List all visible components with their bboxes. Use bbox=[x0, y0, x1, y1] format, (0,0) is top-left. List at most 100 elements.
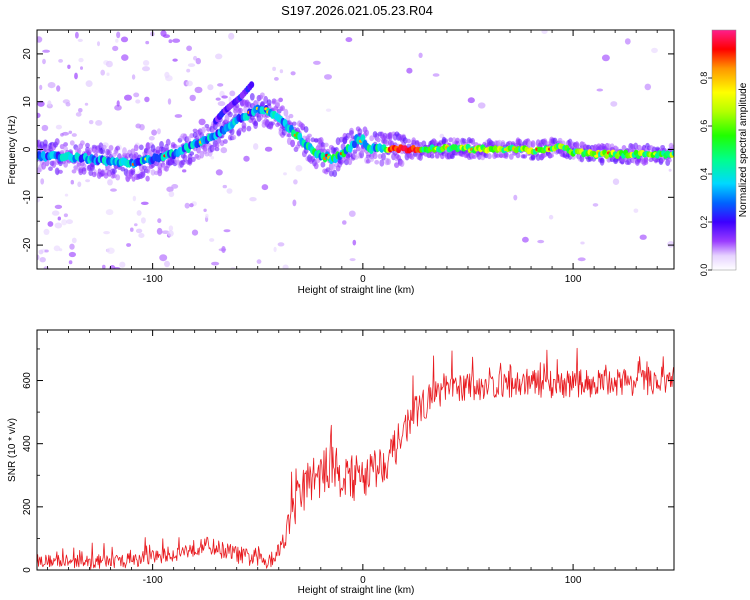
spectrogram-noise-blob bbox=[95, 120, 103, 126]
spectrogram-noise-blob bbox=[37, 254, 40, 261]
spectrogram-noise-blob bbox=[105, 209, 114, 216]
snr-ylabel: SNR (10 * v/v) bbox=[7, 418, 18, 482]
spectrogram-noise-blob bbox=[66, 219, 73, 225]
spectrogram-halo bbox=[43, 139, 48, 147]
spectrogram-noise-blob bbox=[279, 69, 284, 74]
spectrogram-ytick-label: -20 bbox=[22, 237, 33, 252]
spectrogram-noise-blob bbox=[47, 82, 56, 89]
colorbar: 0.0 0.2 0.4 0.6 0.8 Normalized spectral ampl… bbox=[699, 29, 749, 276]
spectrogram-noise-blob bbox=[537, 239, 545, 244]
spectrogram-noise-blob bbox=[168, 225, 174, 231]
spectrogram-halo bbox=[508, 153, 514, 160]
spectrogram-noise-blob bbox=[74, 72, 78, 80]
spectrogram-halo bbox=[332, 169, 338, 178]
spectrogram-noise-blob bbox=[131, 74, 136, 80]
spectrogram-noise-blob bbox=[140, 201, 149, 205]
spectrogram-noise-blob bbox=[229, 90, 236, 97]
spectrogram-noise-blob bbox=[184, 202, 190, 209]
snr-xtick-label: 0 bbox=[360, 575, 366, 586]
spectrogram-halo bbox=[182, 154, 188, 163]
spectrogram-halo bbox=[382, 132, 388, 140]
spectrogram-halo bbox=[260, 92, 265, 98]
spectrogram-noise-blob bbox=[222, 184, 227, 189]
spectrogram-noise-blob bbox=[121, 54, 129, 61]
spectrogram-halo bbox=[122, 147, 127, 155]
spectrogram-noise-blob bbox=[85, 179, 91, 183]
spectrogram-halo bbox=[69, 140, 75, 146]
spectrogram-noise-blob bbox=[107, 179, 113, 186]
spectrogram-halo bbox=[376, 137, 381, 143]
spectrogram-halo bbox=[503, 152, 509, 159]
spectrogram-halo bbox=[517, 138, 523, 146]
spectrogram-halo bbox=[643, 157, 649, 164]
spectrogram-halo bbox=[186, 136, 191, 143]
spectrogram-noise-blob bbox=[58, 59, 63, 63]
spectrogram-halo bbox=[349, 130, 354, 136]
spectrogram-halo bbox=[530, 140, 536, 148]
spectrogram-halo bbox=[189, 151, 195, 156]
snr-xtick-label: 100 bbox=[565, 575, 582, 586]
spectrogram-noise-blob bbox=[580, 241, 585, 245]
colorbar-tick-label: 0.6 bbox=[699, 120, 709, 133]
spectrogram-halo bbox=[613, 158, 618, 165]
spectrogram-noise-blob bbox=[71, 133, 77, 137]
colorbar-frame bbox=[711, 29, 737, 271]
spectrogram-noise-blob bbox=[548, 214, 554, 220]
spectrogram-noise-blob bbox=[41, 124, 49, 132]
spectrogram-noise-blob bbox=[63, 213, 68, 218]
spectrogram-halo bbox=[238, 107, 243, 113]
spectrogram-halo bbox=[535, 153, 541, 161]
spectrogram-halo bbox=[165, 138, 171, 146]
spectrogram-noise-blob bbox=[203, 208, 207, 212]
spectrogram-noise-blob bbox=[103, 231, 110, 235]
snr-ytick-label: 600 bbox=[22, 372, 33, 389]
spectrogram-noise-blob bbox=[171, 184, 179, 189]
spectrogram-halo bbox=[54, 167, 60, 175]
spectrogram-halo bbox=[81, 167, 87, 172]
spectrogram-noise-blob bbox=[68, 260, 73, 265]
spectrogram-noise-blob bbox=[132, 195, 137, 202]
colorbar-tick-label: 0.4 bbox=[699, 168, 709, 181]
spectrogram-halo bbox=[409, 153, 415, 160]
spectrogram-noise-blob bbox=[85, 80, 93, 87]
spectrogram-noise-blob bbox=[293, 179, 298, 185]
spectrogram-halo bbox=[470, 137, 475, 145]
spectrogram-halo bbox=[275, 99, 280, 107]
spectrogram-halo bbox=[283, 108, 289, 117]
spectrogram-noise-blob bbox=[596, 88, 604, 92]
spectrogram-noise-blob bbox=[56, 85, 61, 92]
spectrogram-halo bbox=[228, 111, 233, 118]
spectrogram-noise-blob bbox=[345, 37, 353, 43]
spectrogram-noise-blob bbox=[78, 108, 83, 113]
spectrogram-noise-blob bbox=[223, 229, 231, 233]
spectrogram-noise-blob bbox=[40, 178, 45, 185]
spectrogram-noise-blob bbox=[80, 66, 83, 70]
spectrogram-noise-blob bbox=[198, 118, 206, 126]
spectrogram-halo bbox=[434, 154, 440, 159]
spectrogram-noise-blob bbox=[78, 57, 84, 63]
spectrogram-noise-blob bbox=[75, 112, 82, 117]
snr-line bbox=[37, 347, 674, 570]
colorbar-tick-label: 0.2 bbox=[699, 216, 709, 229]
spectrogram-noise-blob bbox=[432, 73, 440, 77]
spectrogram-halo bbox=[120, 166, 126, 172]
spectrogram-halo bbox=[130, 148, 136, 155]
spectrogram-noise-blob bbox=[249, 197, 257, 202]
spectrogram-halo bbox=[384, 139, 390, 147]
spectrogram-noise-blob bbox=[610, 101, 618, 107]
spectrogram-ytick-label: 10 bbox=[22, 96, 33, 108]
spectrogram-halo bbox=[372, 152, 378, 160]
spectrogram-noise-blob bbox=[64, 193, 69, 197]
spectrogram-noise-blob bbox=[69, 243, 75, 250]
spectrogram-xtick-label: 0 bbox=[360, 274, 366, 285]
colorbar-label: Normalized spectral amplitude bbox=[738, 82, 749, 217]
spectrogram-halo bbox=[323, 142, 329, 147]
spectrogram-noise-blob bbox=[54, 222, 63, 229]
spectrogram-halo bbox=[115, 145, 121, 151]
spectrogram-noise-blob bbox=[290, 71, 296, 76]
spectrogram-noise-blob bbox=[120, 36, 129, 43]
spectrogram-noise-blob bbox=[592, 203, 599, 207]
spectrogram-noise-blob bbox=[195, 57, 201, 65]
spectrogram-noise-blob bbox=[157, 218, 162, 224]
